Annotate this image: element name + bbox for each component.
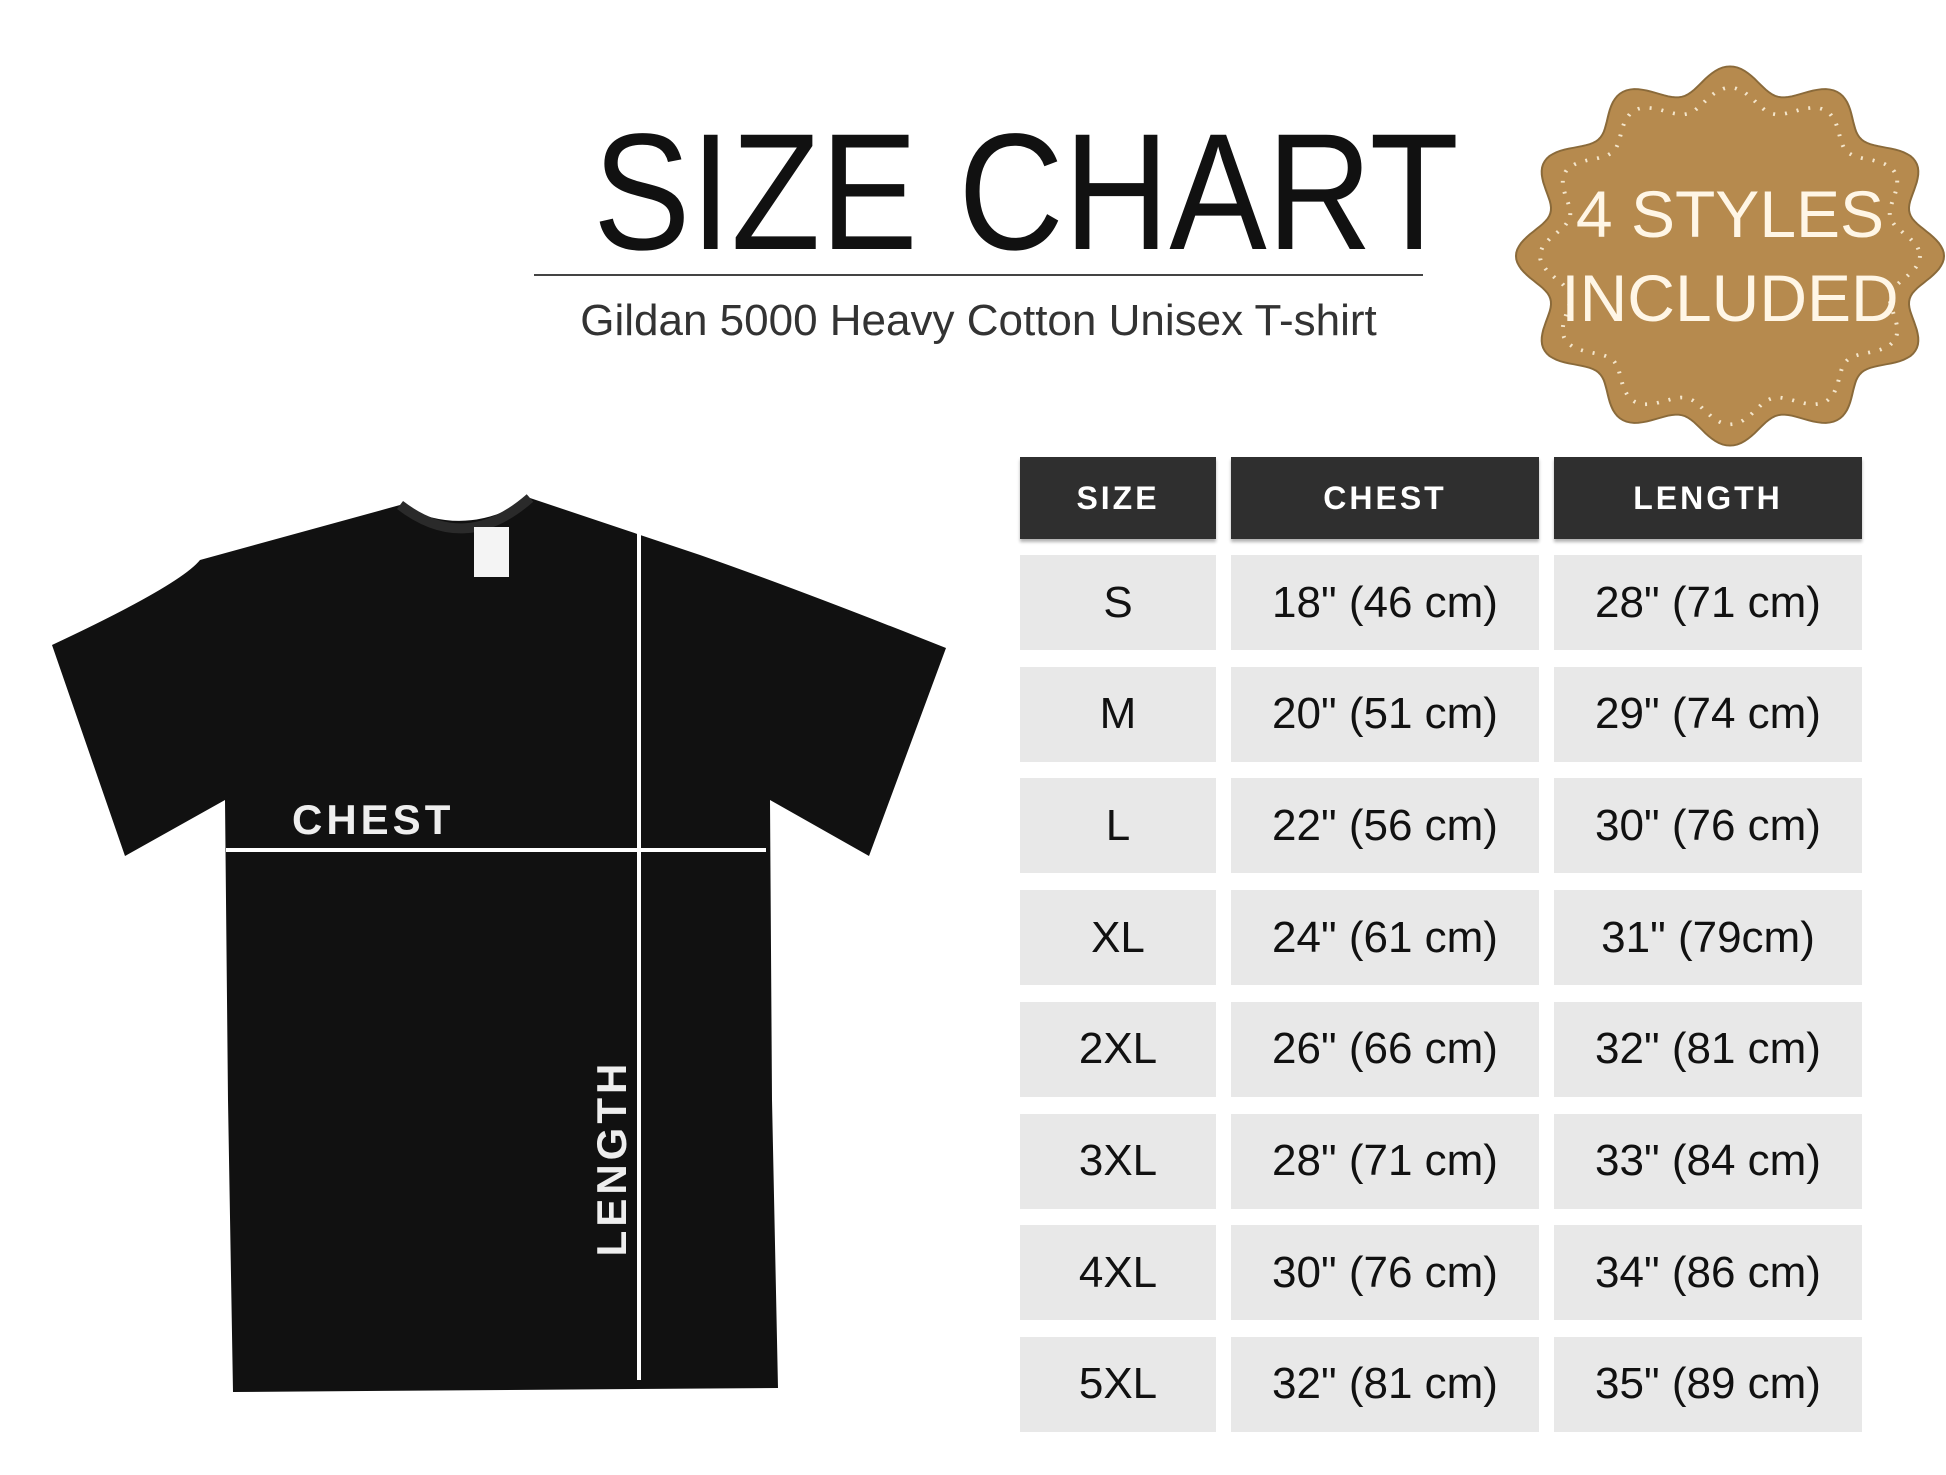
column-header-length: LENGTH bbox=[1554, 457, 1862, 539]
table-cell-length: 28" (71 cm) bbox=[1554, 555, 1862, 650]
chest-label: CHEST bbox=[292, 796, 455, 843]
table-cell-chest: 32" (81 cm) bbox=[1231, 1336, 1539, 1432]
table-cell-size: 5XL bbox=[1020, 1336, 1216, 1432]
table-cell-size: S bbox=[1020, 555, 1216, 650]
table-cell-chest: 24" (61 cm) bbox=[1231, 890, 1539, 986]
badge-text: 4 STYLES INCLUDED bbox=[1530, 172, 1930, 340]
table-cell-chest: 28" (71 cm) bbox=[1231, 1113, 1539, 1209]
badge-line-2: INCLUDED bbox=[1561, 261, 1899, 335]
table-cell-size: 2XL bbox=[1020, 1001, 1216, 1097]
table-cell-length: 34" (86 cm) bbox=[1554, 1225, 1862, 1321]
page-title: SIZE CHART bbox=[534, 110, 1459, 276]
table-cell-size: 3XL bbox=[1020, 1113, 1216, 1209]
table-cell-chest: 26" (66 cm) bbox=[1231, 1001, 1539, 1097]
badge-line-1: 4 STYLES bbox=[1575, 177, 1885, 251]
table-cell-size: L bbox=[1020, 778, 1216, 874]
collar bbox=[396, 494, 534, 534]
table-cell-size: XL bbox=[1020, 890, 1216, 986]
badge-seal-icon bbox=[1514, 65, 1946, 447]
table-cell-length: 31" (79cm) bbox=[1554, 890, 1862, 986]
tshirt-shape bbox=[52, 498, 946, 1392]
page-title-text: SIZE CHART bbox=[593, 100, 1459, 285]
table-cell-size: 4XL bbox=[1020, 1225, 1216, 1321]
table-cell-length: 35" (89 cm) bbox=[1554, 1336, 1862, 1432]
table-cell-length: 30" (76 cm) bbox=[1554, 778, 1862, 874]
column-header-size: SIZE bbox=[1020, 457, 1216, 539]
table-cell-length: 32" (81 cm) bbox=[1554, 1001, 1862, 1097]
table-cell-chest: 22" (56 cm) bbox=[1231, 778, 1539, 874]
table-cell-length: 33" (84 cm) bbox=[1554, 1113, 1862, 1209]
shirt-tag bbox=[474, 527, 509, 577]
table-cell-size: M bbox=[1020, 666, 1216, 762]
table-cell-chest: 20" (51 cm) bbox=[1231, 666, 1539, 762]
table-cell-chest: 30" (76 cm) bbox=[1231, 1225, 1539, 1321]
table-cell-length: 29" (74 cm) bbox=[1554, 666, 1862, 762]
title-divider bbox=[534, 274, 1423, 276]
page-subtitle: Gildan 5000 Heavy Cotton Unisex T-shirt bbox=[580, 296, 1377, 345]
table-cell-chest: 18" (46 cm) bbox=[1231, 555, 1539, 650]
length-label: LENGTH bbox=[588, 1059, 635, 1257]
column-header-chest: CHEST bbox=[1231, 457, 1539, 539]
